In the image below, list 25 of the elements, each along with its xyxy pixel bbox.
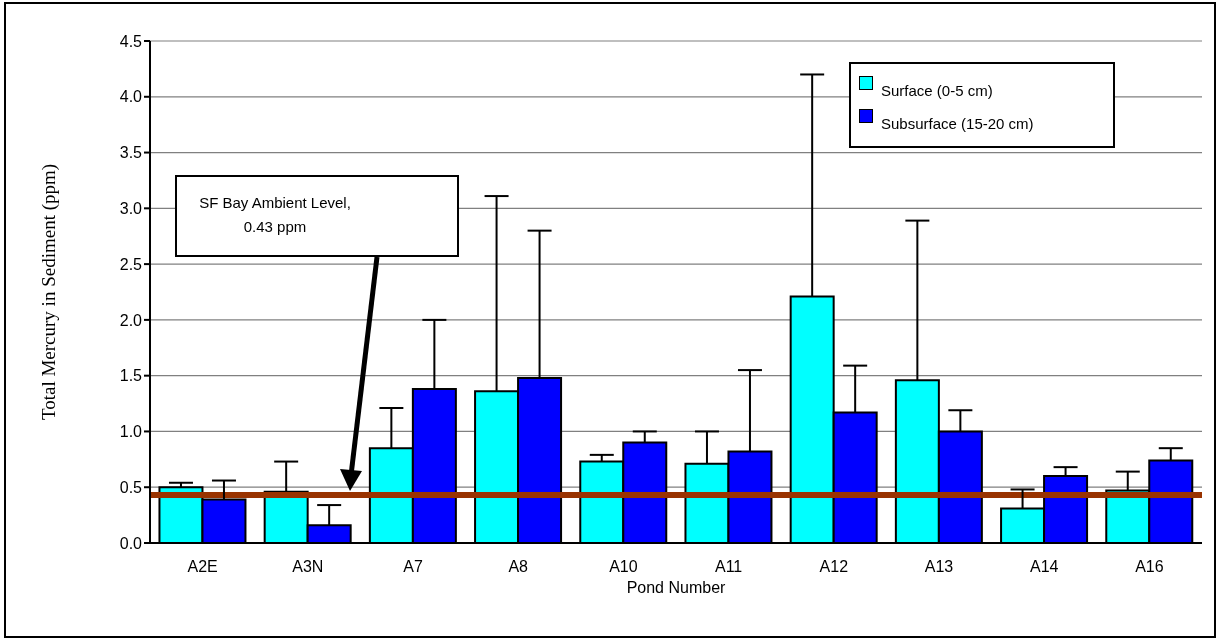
y-tick-label: 0.5 (119, 478, 143, 496)
x-tick-label: A10 (609, 558, 638, 576)
x-tick-label: A11 (714, 558, 743, 576)
y-axis-title: Total Mercury in Sediment (ppm) (37, 163, 60, 421)
y-tick-label: 0.0 (119, 534, 143, 552)
y-tick-label: 4.5 (119, 32, 143, 50)
annotation: SF Bay Ambient Level, 0.43 ppm (198, 193, 352, 237)
y-tick-label: 1.5 (119, 367, 143, 385)
y-tick-label: 1.0 (119, 423, 143, 441)
y-tick-label: 2.0 (119, 311, 143, 329)
x-tick-label: A2E (187, 558, 218, 576)
x-tick-label: A7 (403, 558, 423, 576)
x-tick-label: A8 (508, 558, 529, 576)
x-tick-label: A14 (1029, 558, 1059, 576)
legend-label: Surface (0-5 cm) (881, 82, 993, 99)
x-axis-title: Pond Number (626, 579, 727, 596)
x-tick-label: A12 (819, 558, 849, 576)
x-tick-label: A13 (924, 558, 954, 576)
y-tick-label: 3.0 (119, 200, 143, 218)
legend-label: Subsurface (15-20 cm) (881, 115, 1034, 132)
y-tick-label: 4.0 (119, 88, 143, 106)
y-tick-label: 3.5 (119, 144, 143, 162)
x-tick-label: A16 (1135, 558, 1164, 576)
y-tick-label: 2.5 (119, 255, 143, 273)
x-tick-label: A3N (292, 558, 324, 576)
